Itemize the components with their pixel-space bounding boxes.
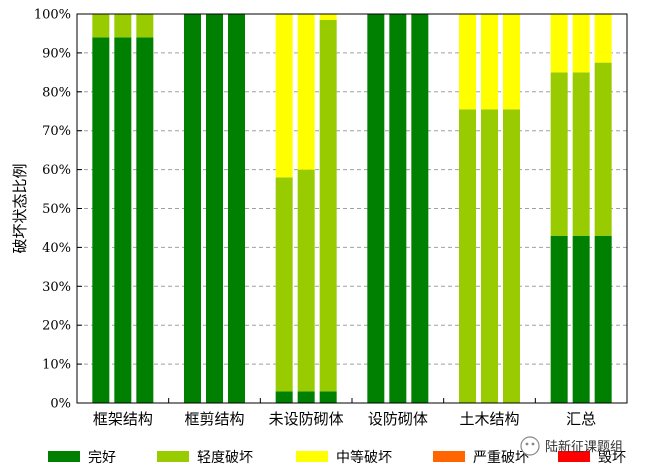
- legend-label: 完好: [88, 450, 116, 466]
- bar-segment: [136, 37, 154, 404]
- wechat-icon-eye-left: [525, 442, 529, 446]
- bar-segment: [594, 62, 612, 236]
- wechat-icon: [520, 436, 540, 456]
- y-tick-label: 10%: [42, 358, 71, 373]
- y-tick-label: 50%: [42, 202, 71, 217]
- bar-segment: [594, 235, 612, 403]
- bar-segment: [114, 37, 132, 404]
- y-tick-label: 0%: [50, 397, 71, 412]
- watermark: 陆新征课题组: [520, 436, 623, 456]
- bar-segment: [503, 14, 520, 110]
- bar-segment: [550, 72, 568, 236]
- bar-segment: [297, 391, 315, 403]
- bar-segment: [459, 14, 476, 110]
- y-axis-ticks: 0% 10% 20% 30% 40% 50% 60% 70% 80% 90% 100%: [34, 8, 82, 412]
- bar-segment: [550, 235, 568, 403]
- y-tick-label: 70%: [42, 124, 71, 139]
- y-axis-label: 破坏状态比例: [11, 163, 29, 253]
- y-tick-label: 60%: [42, 163, 71, 178]
- bar-segment: [297, 14, 315, 170]
- x-category-label: 土木结构: [459, 410, 519, 428]
- x-category-label: 汇总: [566, 410, 596, 428]
- y-tick-label: 30%: [42, 280, 71, 295]
- x-category-label: 框架结构: [93, 410, 153, 428]
- bar-segment: [275, 177, 293, 392]
- y-tick-label: 40%: [42, 241, 71, 256]
- bar-segment: [92, 14, 110, 38]
- gridlines: [77, 52, 627, 365]
- legend-swatch: [558, 451, 590, 462]
- bar-segment: [184, 14, 201, 403]
- bar-segment: [228, 14, 245, 403]
- bar-segment: [389, 14, 407, 403]
- bar-segment: [275, 14, 293, 178]
- bar-segment: [572, 235, 590, 403]
- y-tick-label: 80%: [42, 85, 71, 100]
- legend-swatch: [48, 451, 80, 462]
- legend: 完好 轻度破坏 中等破坏 严重破坏 毁坏: [48, 449, 626, 466]
- bar-segment: [275, 391, 293, 403]
- bar-segment: [319, 19, 337, 392]
- x-axis-categories: 框架结构 框剪结构 未设防砌体 设防砌体 土木结构 汇总: [93, 398, 596, 428]
- wechat-icon-eye-right: [531, 442, 535, 446]
- legend-label: 中等破坏: [336, 449, 392, 466]
- bar-segment: [594, 14, 612, 63]
- bar-segment: [572, 72, 590, 236]
- bar-segment: [411, 14, 429, 403]
- x-category-label: 设防砌体: [368, 410, 428, 428]
- x-category-label: 框剪结构: [184, 410, 244, 428]
- bar-segment: [367, 14, 385, 403]
- bar-segment: [503, 109, 520, 404]
- bar-segment: [136, 14, 154, 38]
- legend-swatch: [296, 451, 328, 462]
- x-category-label: 未设防砌体: [269, 410, 344, 428]
- bar-segment: [572, 14, 590, 73]
- bar-segment: [297, 169, 315, 392]
- legend-label: 严重破坏: [473, 450, 529, 466]
- legend-label: 轻度破坏: [197, 450, 253, 466]
- bars: [92, 14, 612, 404]
- bar-segment: [92, 37, 110, 404]
- bar-segment: [550, 14, 568, 73]
- legend-label: 毁坏: [598, 450, 626, 466]
- bar-segment: [459, 109, 476, 404]
- bar-segment: [319, 14, 337, 20]
- bar-segment: [319, 391, 337, 403]
- y-tick-label: 90%: [42, 46, 71, 61]
- bar-segment: [481, 109, 498, 404]
- y-tick-label: 20%: [42, 319, 71, 334]
- legend-swatch: [157, 451, 189, 462]
- bar-segment: [481, 14, 498, 110]
- watermark-text: 陆新征课题组: [545, 439, 623, 455]
- bar-segment: [206, 14, 223, 403]
- bar-segment: [114, 14, 132, 38]
- legend-swatch: [433, 451, 465, 462]
- y-tick-label: 100%: [34, 8, 71, 23]
